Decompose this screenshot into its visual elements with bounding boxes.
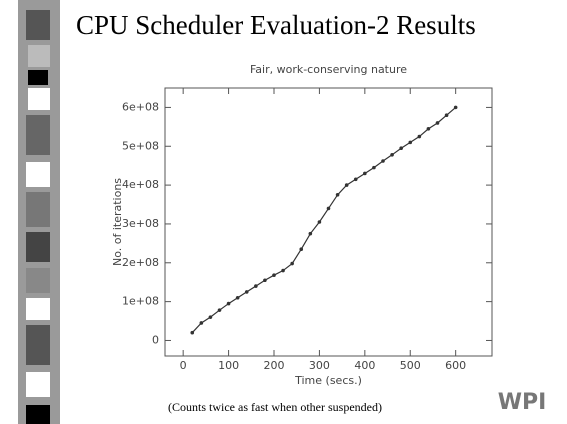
data-point xyxy=(381,159,385,163)
data-point xyxy=(426,126,431,131)
data-point xyxy=(453,105,458,110)
data-point xyxy=(363,171,367,176)
data-point xyxy=(190,330,195,335)
data-point xyxy=(444,113,449,117)
x-axis-label: Time (secs.) xyxy=(294,374,362,387)
x-tick-label: 200 xyxy=(264,359,285,372)
y-axis-label: No. of iterations xyxy=(111,178,124,266)
x-tick-label: 0 xyxy=(180,359,187,372)
data-point xyxy=(299,247,304,251)
x-tick-label: 600 xyxy=(445,359,466,372)
data-point xyxy=(272,273,276,278)
data-point xyxy=(208,315,213,319)
data-point xyxy=(353,177,358,182)
x-tick-label: 400 xyxy=(354,359,375,372)
chart-title: Fair, work-conserving nature xyxy=(250,63,407,76)
data-point xyxy=(390,153,394,157)
data-point xyxy=(399,146,403,151)
y-tick-label: 2e+08 xyxy=(122,256,159,269)
y-tick-label: 5e+08 xyxy=(122,139,159,152)
data-point xyxy=(417,134,422,139)
chart-area xyxy=(95,57,500,394)
data-point xyxy=(372,165,376,170)
plot-frame xyxy=(164,87,493,357)
side-stripe xyxy=(18,0,60,424)
data-point xyxy=(244,290,249,294)
data-point xyxy=(344,183,349,187)
data-point xyxy=(317,220,322,224)
data-point xyxy=(254,284,258,288)
data-point xyxy=(281,268,285,273)
y-tick-label: 3e+08 xyxy=(122,217,159,230)
caption: (Counts twice as fast when other suspend… xyxy=(168,400,382,414)
data-point xyxy=(335,193,340,197)
data-point xyxy=(226,301,231,306)
data-point xyxy=(308,231,313,236)
y-tick-label: 1e+08 xyxy=(122,295,159,308)
data-point xyxy=(263,278,267,283)
data-point xyxy=(408,140,413,145)
y-tick-label: 0 xyxy=(152,333,159,346)
slide-title: CPU Scheduler Evaluation-2 Results xyxy=(76,10,476,40)
data-point xyxy=(217,308,222,312)
data-point xyxy=(435,121,440,125)
chart: Fair, work-conserving nature Time (secs.)… xyxy=(111,63,493,387)
data-point xyxy=(326,206,331,211)
x-tick-label: 300 xyxy=(309,359,330,372)
y-tick-label: 4e+08 xyxy=(122,178,159,191)
data-point xyxy=(199,321,204,325)
x-tick-label: 500 xyxy=(400,359,421,372)
y-tick-label: 6e+08 xyxy=(122,100,159,113)
data-point xyxy=(235,295,240,300)
logo: WPI xyxy=(498,390,547,415)
x-tick-label: 100 xyxy=(218,359,239,372)
data-point xyxy=(290,261,294,266)
